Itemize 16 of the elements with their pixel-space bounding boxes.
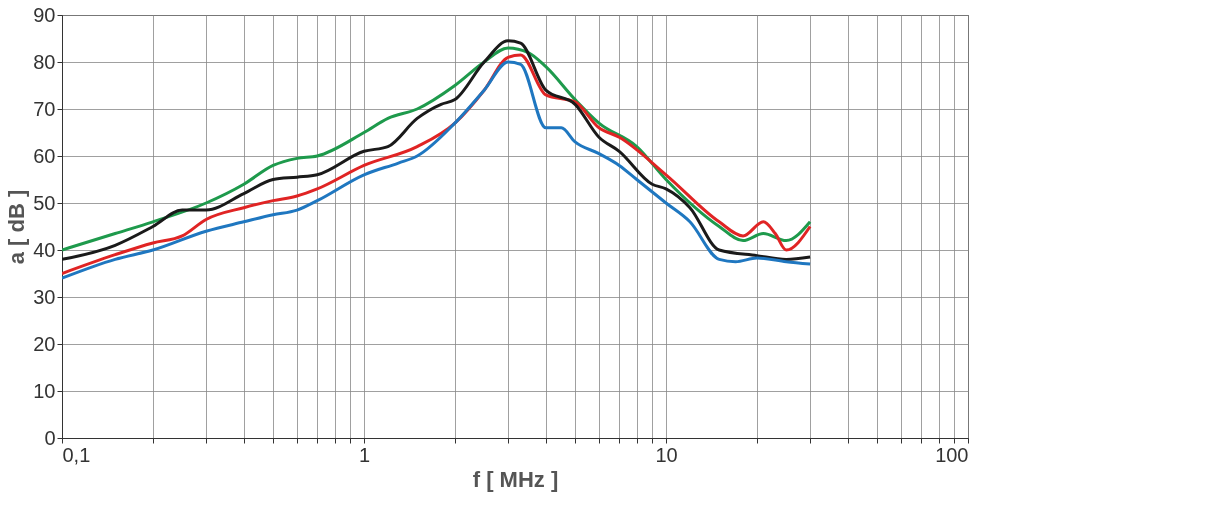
y-tick-label: 10 (33, 379, 56, 402)
x-tick-label: 10 (655, 443, 678, 466)
y-axis-title: a [ dB ] (4, 189, 30, 265)
y-tick-label: 30 (33, 285, 56, 308)
y-tick-label: 20 (33, 332, 56, 355)
y-tick-label: 40 (33, 238, 56, 261)
x-axis-title: f [ MHz ] (472, 466, 559, 492)
x-tick-label: 0,1 (62, 443, 91, 466)
x-tick-label: 1 (358, 443, 371, 466)
y-tick-label: 0 (44, 426, 56, 449)
y-tick-label: 50 (33, 191, 56, 214)
y-tick-label: 80 (33, 50, 56, 73)
y-tick-label: 60 (33, 144, 56, 167)
x-tick-label: 100 (935, 443, 969, 466)
y-tick-label: 70 (33, 97, 56, 120)
y-tick-label: 90 (33, 3, 56, 26)
